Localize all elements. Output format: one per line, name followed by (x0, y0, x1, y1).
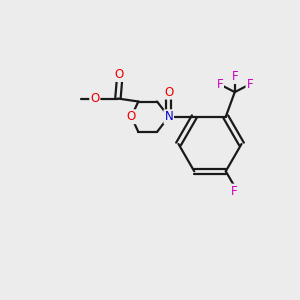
Text: O: O (90, 92, 100, 105)
Text: F: F (231, 70, 238, 83)
Text: O: O (164, 85, 173, 99)
Text: F: F (246, 78, 253, 91)
Text: F: F (231, 184, 238, 198)
Text: O: O (115, 68, 124, 81)
Text: N: N (164, 110, 173, 123)
Text: F: F (216, 78, 223, 91)
Text: O: O (127, 110, 136, 123)
